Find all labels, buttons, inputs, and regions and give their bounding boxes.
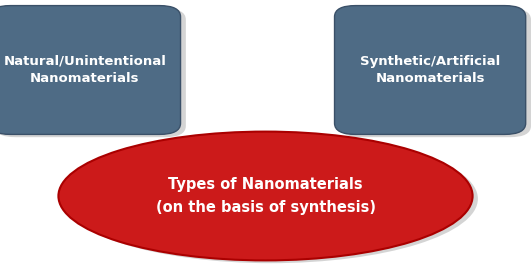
FancyBboxPatch shape	[0, 8, 186, 137]
FancyBboxPatch shape	[340, 8, 531, 137]
Text: Synthetic/Artificial
Nanomaterials: Synthetic/Artificial Nanomaterials	[360, 55, 500, 85]
Ellipse shape	[58, 132, 473, 260]
FancyBboxPatch shape	[0, 6, 181, 134]
Ellipse shape	[64, 134, 478, 263]
Text: Natural/Unintentional
Nanomaterials: Natural/Unintentional Nanomaterials	[4, 55, 166, 85]
Text: Types of Nanomaterials
(on the basis of synthesis): Types of Nanomaterials (on the basis of …	[156, 178, 375, 214]
FancyBboxPatch shape	[335, 6, 526, 134]
